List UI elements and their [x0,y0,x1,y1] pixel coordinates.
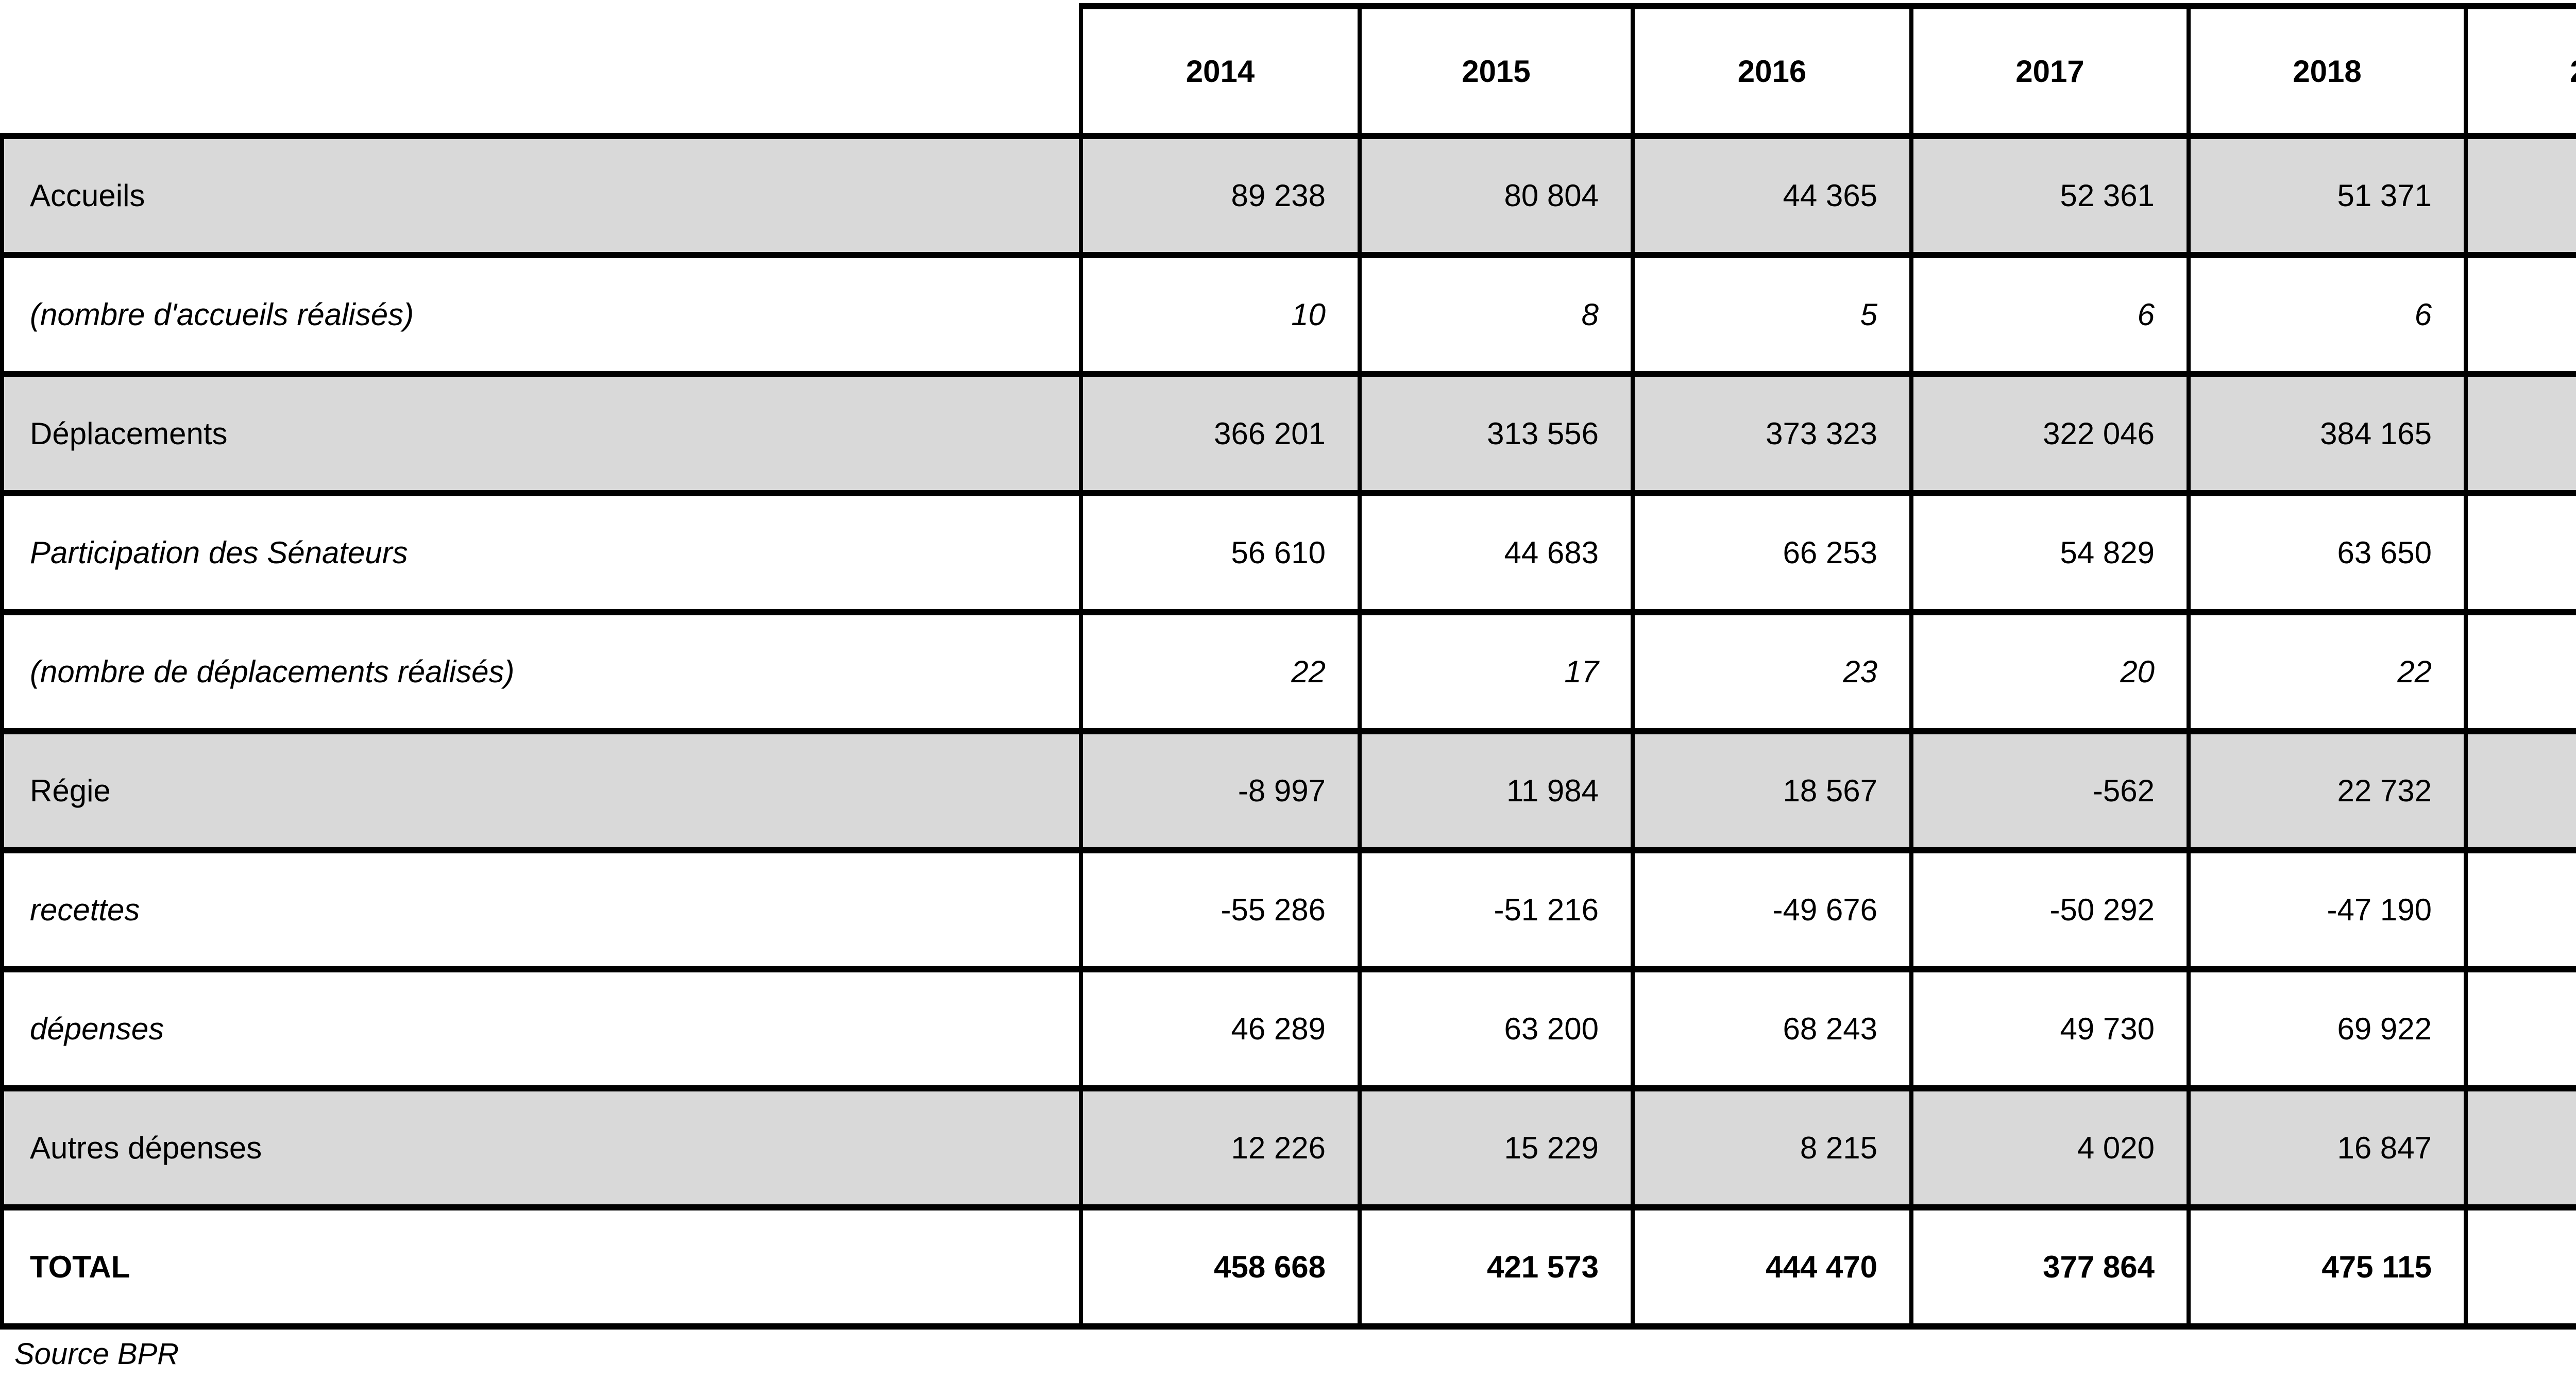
header-row: 2014 2015 2016 2017 2018 2019 Variation … [2,3,2576,139]
column-header-2017: 2017 [1909,3,2191,139]
value-cell-2016: -49 676 [1631,847,1913,972]
value-cell-2016: 373 323 [1631,371,1913,496]
row-label-cell: Autres dépenses [0,1085,1083,1210]
value-cell-2015: 313 556 [1358,371,1635,496]
value-cell-2014: 56 610 [1079,490,1362,615]
table-row: (nombre de déplacements réalisés) 22 17 … [0,609,2576,734]
budget-table: 2014 2015 2016 2017 2018 2019 Variation … [0,3,2576,1330]
table-row: Participation des Sénateurs 56 610 44 68… [0,490,2576,615]
value-cell-2014: 366 201 [1079,371,1362,496]
value-cell-2017: 4 020 [1909,1085,2191,1210]
column-header-2014: 2014 [1079,3,1362,139]
value-cell-2014: 458 668 [1079,1204,1362,1330]
value-cell-2017: 20 [1909,609,2191,734]
value-cell-2018: 22 732 [2187,728,2468,853]
value-cell-2019: 8 727 [2464,728,2576,853]
value-cell-2018: 475 115 [2187,1204,2468,1330]
value-cell-2018: 6 [2187,252,2468,377]
value-cell-2016: 5 [1631,252,1913,377]
table-body: Accueils 89 238 80 804 44 365 52 361 51 … [0,133,2576,1330]
value-cell-2018: 51 371 [2187,133,2468,258]
value-cell-2017: 52 361 [1909,133,2191,258]
value-cell-2016: 8 215 [1631,1085,1913,1210]
value-cell-2014: -8 997 [1079,728,1362,853]
value-cell-2017: -562 [1909,728,2191,853]
value-cell-2014: 89 238 [1079,133,1362,258]
table-row: recettes -55 286 -51 216 -49 676 -50 292… [0,847,2576,972]
value-cell-2019: 49 881 [2464,490,2576,615]
value-cell-2018: 69 922 [2187,966,2468,1091]
value-cell-2015: 17 [1358,609,1635,734]
value-cell-2018: 384 165 [2187,371,2468,496]
table-row: TOTAL 458 668 421 573 444 470 377 864 47… [0,1204,2576,1330]
value-cell-2019: 439 754 [2464,1204,2576,1330]
value-cell-2015: 11 984 [1358,728,1635,853]
value-cell-2014: 10 [1079,252,1362,377]
table-row: Régie -8 997 11 984 18 567 -562 22 732 8… [0,728,2576,853]
column-header-2019: 2019 [2464,3,2576,139]
value-cell-2016: 18 567 [1631,728,1913,853]
value-cell-2018: -47 190 [2187,847,2468,972]
value-cell-2014: -55 286 [1079,847,1362,972]
column-header-2018: 2018 [2187,3,2468,139]
row-label-cell: Participation des Sénateurs [0,490,1083,615]
value-cell-2015: 44 683 [1358,490,1635,615]
value-cell-2018: 22 [2187,609,2468,734]
value-cell-2016: 444 470 [1631,1204,1913,1330]
column-header-2016: 2016 [1631,3,1913,139]
value-cell-2017: -50 292 [1909,847,2191,972]
value-cell-2019: 21 [2464,609,2576,734]
value-cell-2019: -45 760 [2464,847,2576,972]
value-cell-2014: 12 226 [1079,1085,1362,1210]
row-label-cell: recettes [0,847,1083,972]
value-cell-2019: 311 355 [2464,371,2576,496]
value-cell-2019: 16 140 [2464,1085,2576,1210]
value-cell-2017: 322 046 [1909,371,2191,496]
value-cell-2017: 54 829 [1909,490,2191,615]
source-note: Source BPR [14,1337,179,1371]
value-cell-2016: 66 253 [1631,490,1913,615]
table-row: Autres dépenses 12 226 15 229 8 215 4 02… [0,1085,2576,1210]
value-cell-2016: 23 [1631,609,1913,734]
value-cell-2017: 377 864 [1909,1204,2191,1330]
table-row: dépenses 46 289 63 200 68 243 49 730 69 … [0,966,2576,1091]
value-cell-2016: 44 365 [1631,133,1913,258]
value-cell-2016: 68 243 [1631,966,1913,1091]
value-cell-2015: 80 804 [1358,133,1635,258]
row-label-cell: (nombre d'accueils réalisés) [0,252,1083,377]
value-cell-2019: 15 [2464,252,2576,377]
value-cell-2015: 8 [1358,252,1635,377]
value-cell-2014: 46 289 [1079,966,1362,1091]
table-row: (nombre d'accueils réalisés) 10 8 5 6 6 … [0,252,2576,377]
value-cell-2019: 37 033 [2464,966,2576,1091]
table-row: Déplacements 366 201 313 556 373 323 322… [0,371,2576,496]
value-cell-2018: 63 650 [2187,490,2468,615]
value-cell-2017: 49 730 [1909,966,2191,1091]
row-label-cell: TOTAL [0,1204,1083,1330]
row-label-cell: (nombre de déplacements réalisés) [0,609,1083,734]
value-cell-2015: 63 200 [1358,966,1635,1091]
value-cell-2017: 6 [1909,252,2191,377]
value-cell-2014: 22 [1079,609,1362,734]
row-label-cell: Accueils [0,133,1083,258]
row-label-cell: dépenses [0,966,1083,1091]
value-cell-2015: 15 229 [1358,1085,1635,1210]
value-cell-2018: 16 847 [2187,1085,2468,1210]
value-cell-2019: 103 533 [2464,133,2576,258]
table-row: Accueils 89 238 80 804 44 365 52 361 51 … [0,133,2576,258]
value-cell-2015: -51 216 [1358,847,1635,972]
value-cell-2015: 421 573 [1358,1204,1635,1330]
row-label-cell: Déplacements [0,371,1083,496]
row-label-cell: Régie [0,728,1083,853]
column-header-2015: 2015 [1358,3,1635,139]
corner-cell [2,6,1083,139]
